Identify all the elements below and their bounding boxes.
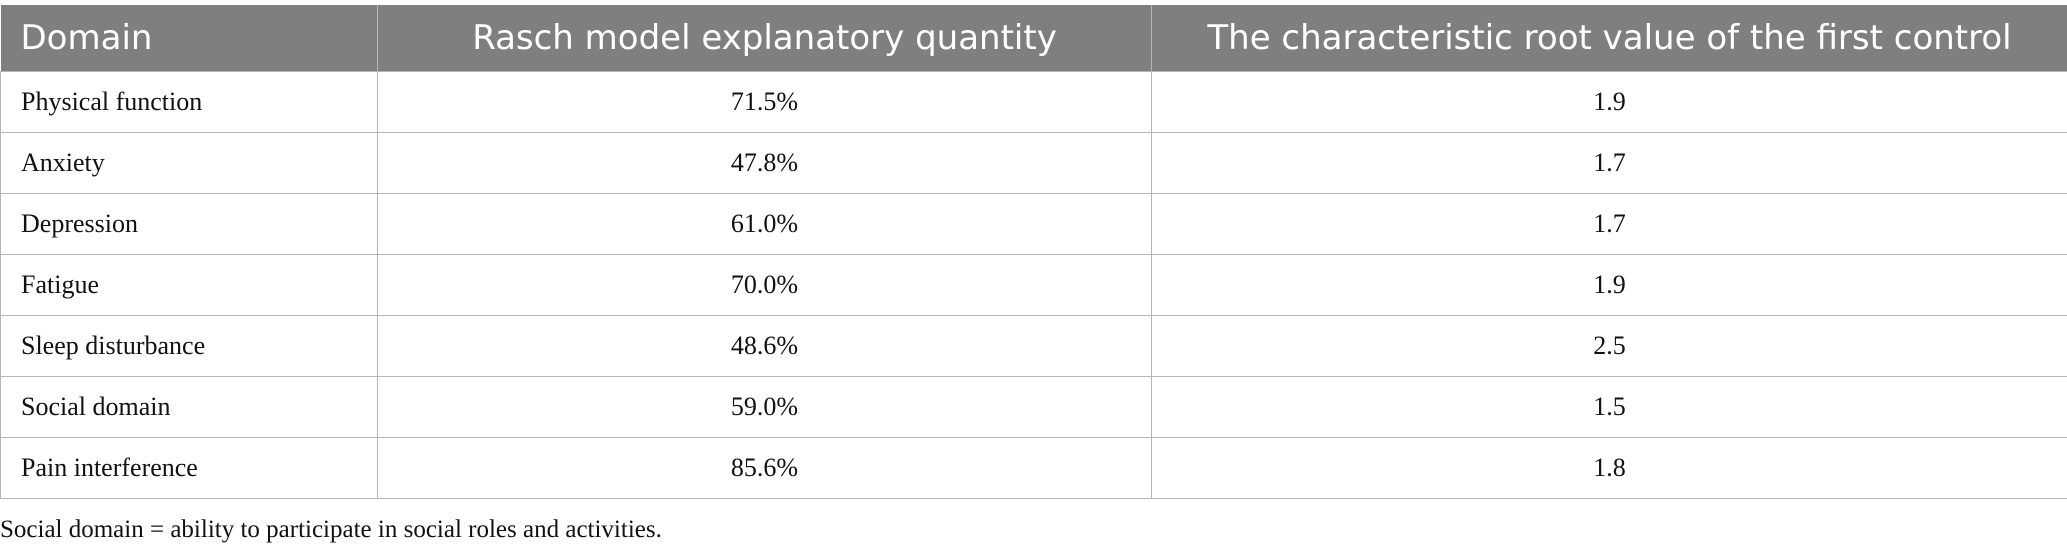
table-row: Physical function 71.5% 1.9 bbox=[0, 71, 2067, 133]
table-row: Pain interference 85.6% 1.8 bbox=[0, 437, 2067, 499]
table-row: Sleep disturbance 48.6% 2.5 bbox=[0, 315, 2067, 377]
table-cell: Physical function bbox=[0, 71, 378, 133]
table-cell: 85.6% bbox=[377, 437, 1152, 499]
table-cell: Pain interference bbox=[0, 437, 378, 499]
table-cell: Depression bbox=[0, 193, 378, 255]
table-cell: 1.9 bbox=[1151, 254, 2067, 316]
table-cell: 1.5 bbox=[1151, 376, 2067, 438]
table-cell: 59.0% bbox=[377, 376, 1152, 438]
table-cell: 1.7 bbox=[1151, 132, 2067, 194]
table-cell: 1.9 bbox=[1151, 71, 2067, 133]
column-header: Domain bbox=[0, 5, 378, 72]
table-cell: 47.8% bbox=[377, 132, 1152, 194]
table-cell: 70.0% bbox=[377, 254, 1152, 316]
table-cell: Fatigue bbox=[0, 254, 378, 316]
table-cell: 1.8 bbox=[1151, 437, 2067, 499]
table-row: Anxiety 47.8% 1.7 bbox=[0, 132, 2067, 194]
table-cell: 2.5 bbox=[1151, 315, 2067, 377]
table-row: Fatigue 70.0% 1.9 bbox=[0, 254, 2067, 316]
table-cell: Sleep disturbance bbox=[0, 315, 378, 377]
table-cell: 1.7 bbox=[1151, 193, 2067, 255]
column-header: Rasch model explanatory quantity bbox=[377, 5, 1152, 72]
table-cell: 48.6% bbox=[377, 315, 1152, 377]
table-row: Depression 61.0% 1.7 bbox=[0, 193, 2067, 255]
table-cell: 71.5% bbox=[377, 71, 1152, 133]
table-row: Social domain 59.0% 1.5 bbox=[0, 376, 2067, 438]
table-cell: Anxiety bbox=[0, 132, 378, 194]
table-body: Physical function 71.5% 1.9 Anxiety 47.8% 1.7… bbox=[0, 71, 2067, 499]
column-header: The characteristic root value of the fir… bbox=[1151, 5, 2067, 72]
table-cell: 61.0% bbox=[377, 193, 1152, 255]
header-row: Domain Rasch model explanatory quantity Th… bbox=[0, 5, 2067, 72]
data-table: Domain Rasch model explanatory quantity Th… bbox=[0, 5, 2067, 499]
table-cell: Social domain bbox=[0, 376, 378, 438]
footnote: Social domain = ability to participate i… bbox=[0, 516, 662, 543]
